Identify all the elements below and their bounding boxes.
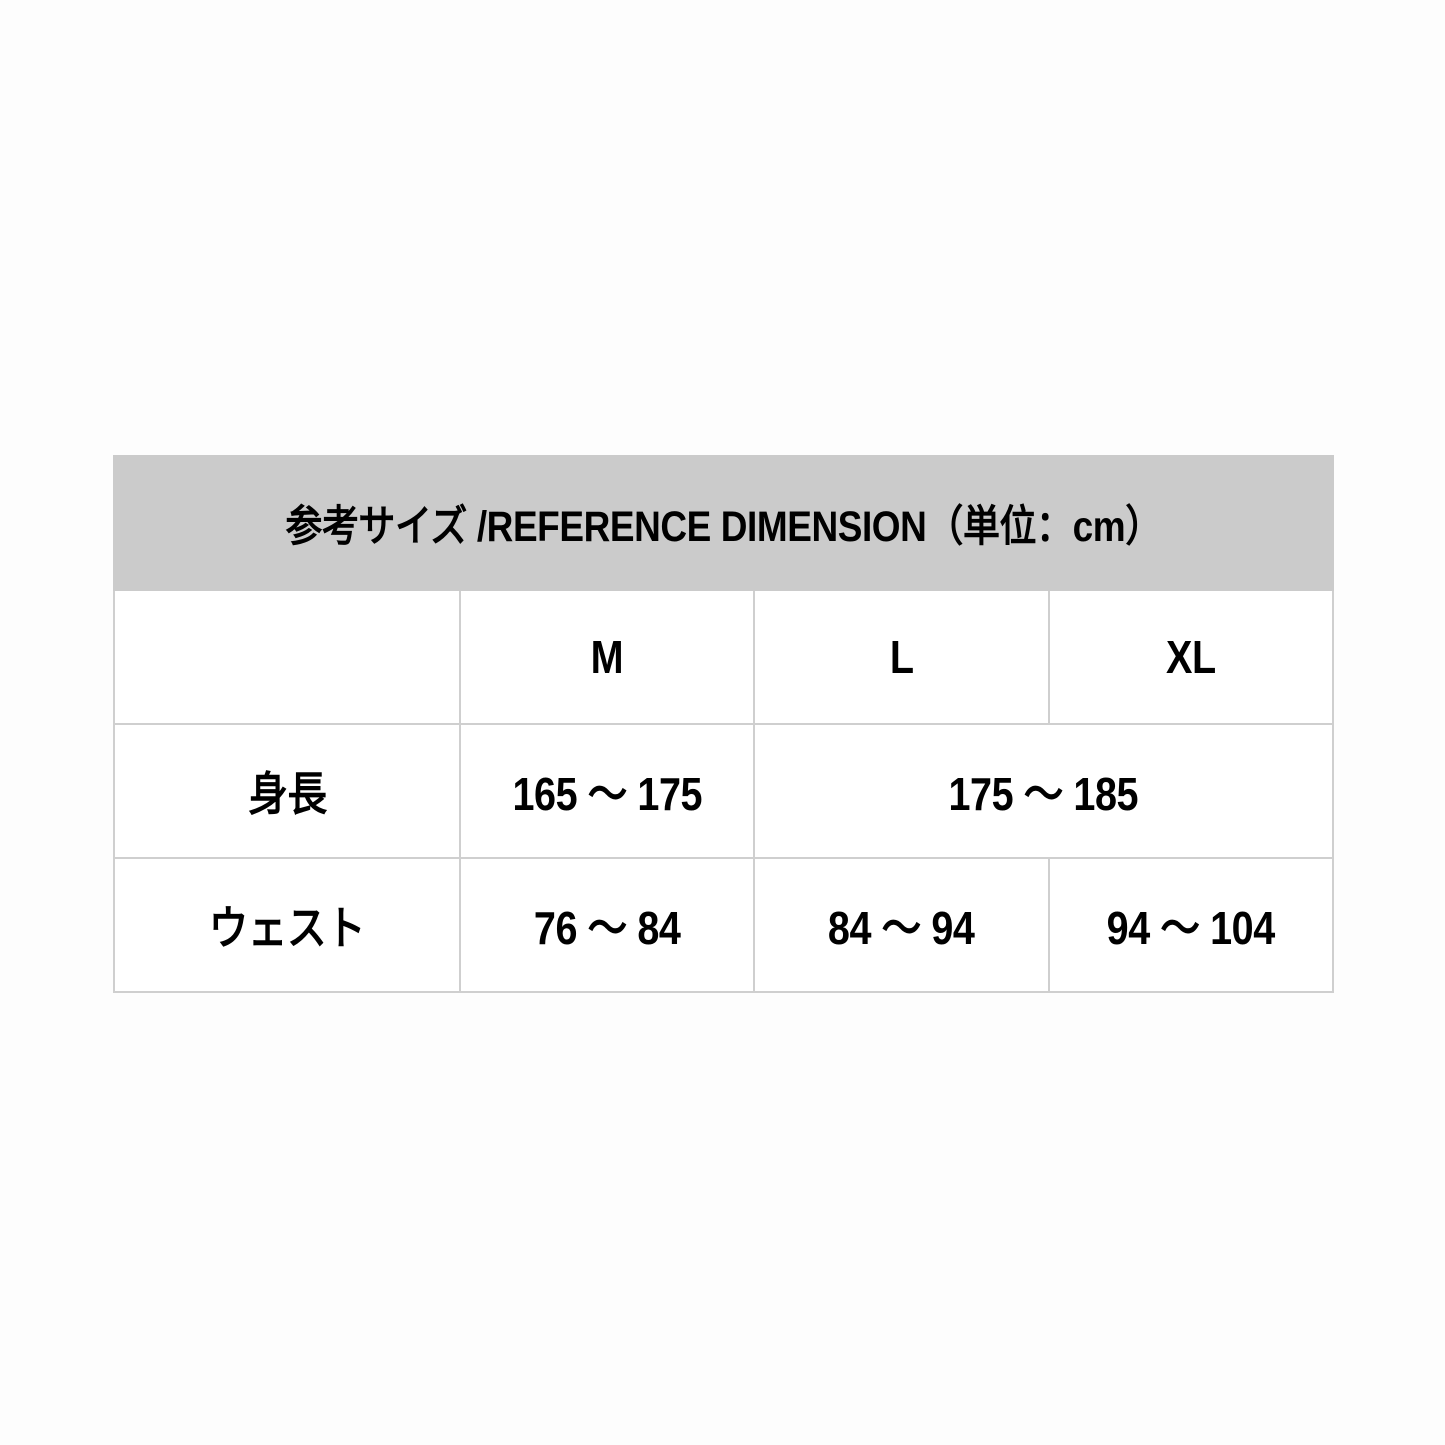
column-header-xl: XL xyxy=(1047,589,1335,725)
table-row: 身長 165 ～ 175 175 ～ 185 xyxy=(113,723,1335,859)
size-header-row: M L XL xyxy=(113,589,1335,725)
cell-waist-l: 84 ～ 94 xyxy=(753,857,1050,993)
corner-cell xyxy=(113,589,461,725)
cell-height-m: 165 ～ 175 xyxy=(459,723,755,859)
size-table: 参考サイズ /REFERENCE DIMENSION（単位：cm） M L XL… xyxy=(112,455,1335,993)
cell-height-l-xl: 175 ～ 185 xyxy=(752,723,1335,859)
table-title: 参考サイズ /REFERENCE DIMENSION（単位：cm） xyxy=(112,455,1335,591)
cell-waist-m: 76 ～ 84 xyxy=(459,857,755,993)
column-header-m: M xyxy=(459,589,755,725)
table-row: ウェスト 76 ～ 84 84 ～ 94 94 ～ 104 xyxy=(113,857,1335,993)
column-header-l: L xyxy=(753,589,1050,725)
title-row: 参考サイズ /REFERENCE DIMENSION（単位：cm） xyxy=(112,455,1335,591)
row-label-height: 身長 xyxy=(113,723,461,859)
cell-waist-xl: 94 ～ 104 xyxy=(1047,857,1335,993)
row-label-waist: ウェスト xyxy=(113,857,461,993)
